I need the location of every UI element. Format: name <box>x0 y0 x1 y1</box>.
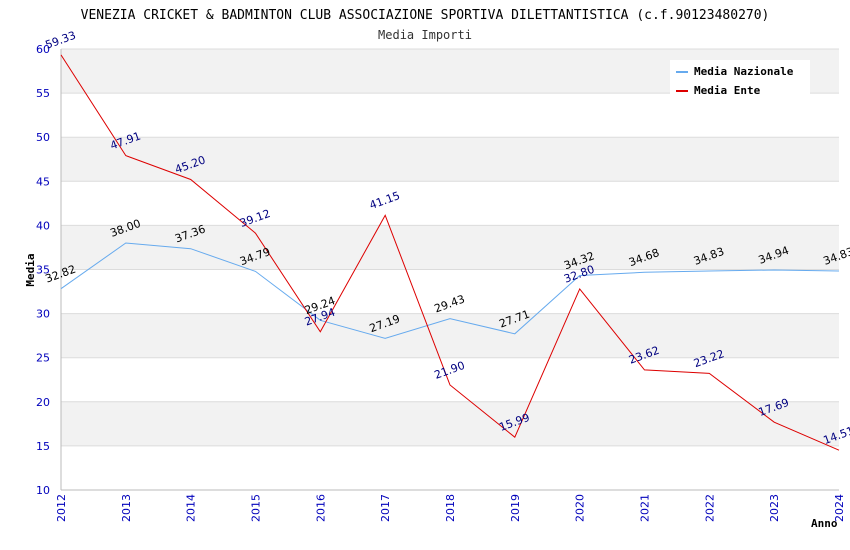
y-axis-ticks: 10 15 20 25 30 35 40 45 50 55 60 <box>36 43 50 497</box>
x-tick-label: 2017 <box>379 494 392 522</box>
x-axis-ticks: 2012 2013 2014 2015 2016 2017 2018 2019 2020 2021… <box>55 494 846 522</box>
y-tick-label: 40 <box>36 219 50 232</box>
grid-band <box>61 357 839 402</box>
x-tick-label: 2019 <box>509 494 522 522</box>
y-tick-label: 55 <box>36 87 50 100</box>
y-tick-label: 60 <box>36 43 50 56</box>
x-tick-label: 2014 <box>185 494 198 522</box>
legend-item-nazionale: Media Nazionale <box>694 65 794 78</box>
x-tick-label: 2021 <box>639 494 652 522</box>
series-line-nazionale <box>60 242 840 339</box>
y-axis-label: Media <box>24 253 37 286</box>
grid-band <box>61 137 839 182</box>
series-line-ente <box>60 54 840 451</box>
y-tick-label: 15 <box>36 440 50 453</box>
x-axis-label: Anno <box>811 517 838 530</box>
x-tick-label: 2015 <box>250 494 263 522</box>
gridlines <box>60 48 839 491</box>
y-tick-label: 30 <box>36 308 50 321</box>
grid-band <box>61 181 839 226</box>
x-tick-label: 2022 <box>703 494 716 522</box>
legend: Media Nazionale Media Ente <box>670 60 810 97</box>
y-tick-label: 50 <box>36 131 50 144</box>
chart-subtitle: Media Importi <box>378 28 472 42</box>
grid-band <box>61 225 839 270</box>
y-tick-label: 20 <box>36 396 50 409</box>
x-tick-label: 2016 <box>314 494 327 522</box>
x-tick-label: 2012 <box>55 494 68 522</box>
grid-band <box>61 269 839 314</box>
data-label: 59.33 <box>44 29 78 52</box>
legend-item-ente: Media Ente <box>694 84 761 97</box>
grid-band <box>61 401 839 446</box>
grid-bands <box>61 49 839 490</box>
y-tick-label: 35 <box>36 264 50 277</box>
x-tick-label: 2018 <box>444 494 457 522</box>
legend-box <box>670 60 810 96</box>
grid-band <box>61 445 839 490</box>
y-tick-label: 25 <box>36 352 50 365</box>
grid-band <box>61 93 839 138</box>
x-tick-label: 2013 <box>120 494 133 522</box>
x-tick-label: 2024 <box>833 494 846 522</box>
chart-title: VENEZIA CRICKET & BADMINTON CLUB ASSOCIA… <box>81 8 770 23</box>
x-tick-label: 2023 <box>768 494 781 522</box>
series-lines <box>60 54 840 451</box>
grid-band <box>61 313 839 358</box>
y-tick-label: 45 <box>36 175 50 188</box>
y-tick-label: 10 <box>36 484 50 497</box>
x-tick-label: 2020 <box>574 494 587 522</box>
